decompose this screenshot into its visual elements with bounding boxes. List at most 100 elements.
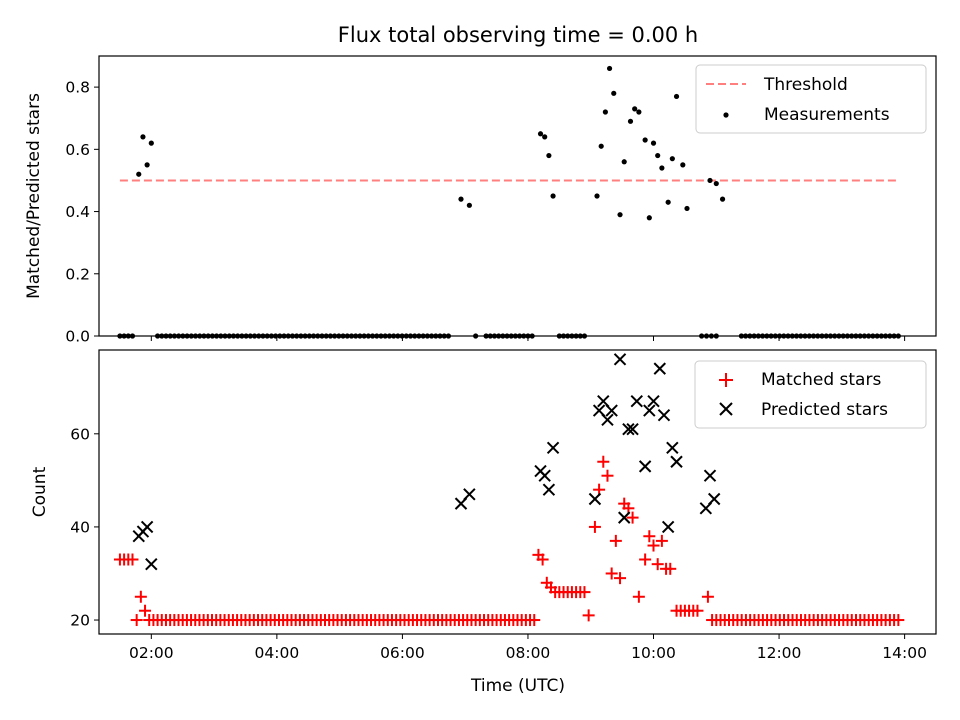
measurement-point xyxy=(344,333,350,339)
measurement-point xyxy=(823,333,829,339)
measurement-point xyxy=(537,131,544,137)
measurement-point xyxy=(407,333,414,339)
predicted-point xyxy=(707,492,721,506)
measurement-point xyxy=(627,118,634,124)
predicted-point xyxy=(588,492,602,506)
bottom-plot-xticks: 02:00 04:00 06:00 08:00 10:00 12:00 14:00 xyxy=(129,634,927,662)
measurement-point xyxy=(357,333,363,339)
measurement-point xyxy=(386,333,393,339)
top-legend-box xyxy=(695,64,927,134)
measurement-point xyxy=(546,152,552,159)
matched-point xyxy=(701,590,714,603)
matched-point xyxy=(643,530,656,543)
bottom-xtick-label: 08:00 xyxy=(506,644,551,662)
measurement-point xyxy=(500,333,506,339)
measurement-point xyxy=(743,333,749,339)
measurement-point xyxy=(136,171,142,177)
measurement-point xyxy=(708,333,715,339)
predicted-point xyxy=(546,441,560,454)
measurement-point xyxy=(883,333,889,339)
bottom-xtick-label: 02:00 xyxy=(129,644,174,662)
measurement-point xyxy=(336,333,342,339)
matched-point xyxy=(655,534,668,547)
measurement-point xyxy=(581,333,588,339)
predicted-point xyxy=(666,441,679,454)
predicted-point xyxy=(630,395,643,408)
measurement-point xyxy=(285,333,291,339)
bottom-plot-frame xyxy=(98,349,937,635)
measurement-point xyxy=(378,333,384,339)
measurement-point xyxy=(171,333,178,339)
measurement-point xyxy=(602,109,608,115)
measurement-point xyxy=(424,333,430,339)
measurement-point xyxy=(483,333,489,339)
matched-point xyxy=(664,562,677,575)
measurement-point xyxy=(201,333,207,339)
chart-title: Flux total observing time = 0.00 h xyxy=(338,23,698,47)
measurement-point xyxy=(382,333,388,339)
measurement-point xyxy=(180,333,186,339)
measurement-point xyxy=(125,333,131,339)
measurement-point xyxy=(857,333,863,339)
measurement-point xyxy=(365,333,371,339)
bottom-plot-xlabel: Time (UTC) xyxy=(470,676,565,696)
measurement-point xyxy=(420,333,426,339)
top-plot-ylabel: Matched/Predicted stars xyxy=(24,93,44,299)
predicted-point xyxy=(653,362,666,375)
measurement-point xyxy=(197,333,203,339)
predicted-point xyxy=(145,557,158,571)
measurement-point xyxy=(176,333,182,339)
measurement-point xyxy=(713,333,719,339)
top-legend: Threshold Measurements xyxy=(695,64,927,134)
measurement-point xyxy=(840,333,846,339)
measurement-point xyxy=(458,196,464,202)
measurement-point xyxy=(348,333,355,339)
matched-point xyxy=(892,614,905,627)
measurement-point xyxy=(680,162,686,168)
legend-predicted-swatch xyxy=(719,402,733,416)
measurement-point xyxy=(887,333,893,339)
bottom-xtick-label: 14:00 xyxy=(882,644,927,662)
measurement-point xyxy=(184,333,190,339)
measurement-point xyxy=(504,333,510,339)
measurement-point xyxy=(665,199,671,205)
measurement-point xyxy=(412,333,418,339)
top-ytick-label: 0.0 xyxy=(65,328,90,346)
matched-point xyxy=(582,609,595,622)
measurement-point xyxy=(569,333,575,339)
measurement-point xyxy=(441,333,447,339)
measurement-point xyxy=(606,65,613,72)
matched-point xyxy=(588,520,601,533)
measurement-point xyxy=(268,333,275,339)
matched-point xyxy=(597,455,610,468)
measurement-point xyxy=(205,333,211,339)
measurement-point xyxy=(798,333,804,339)
measurement-point xyxy=(163,333,169,339)
measurement-point xyxy=(188,333,194,339)
measurement-point xyxy=(802,333,808,339)
measurement-point xyxy=(844,333,851,339)
matched-point xyxy=(601,469,614,482)
predicted-point xyxy=(601,413,614,427)
measurement-point xyxy=(159,333,165,339)
measurement-point xyxy=(243,333,249,339)
measurement-point xyxy=(738,333,744,339)
predicted-point xyxy=(463,488,476,501)
top-plot-yticks: 0.0 0.2 0.4 0.6 0.8 xyxy=(65,79,99,346)
measurement-point xyxy=(815,333,821,339)
measurement-point xyxy=(836,333,842,339)
predicted-point xyxy=(140,520,154,534)
legend-threshold-label: Threshold xyxy=(763,75,848,95)
measurement-point xyxy=(755,333,761,339)
measurement-point xyxy=(573,333,579,339)
matched-point xyxy=(578,586,591,599)
measurement-point xyxy=(298,333,304,339)
matched-point xyxy=(647,539,660,552)
measurement-point xyxy=(793,333,800,339)
legend-measurements-label: Measurements xyxy=(764,105,890,125)
measurement-point xyxy=(659,165,665,171)
measurement-point xyxy=(121,333,127,339)
legend-measurements-swatch xyxy=(723,112,729,118)
matched-point xyxy=(639,553,652,566)
